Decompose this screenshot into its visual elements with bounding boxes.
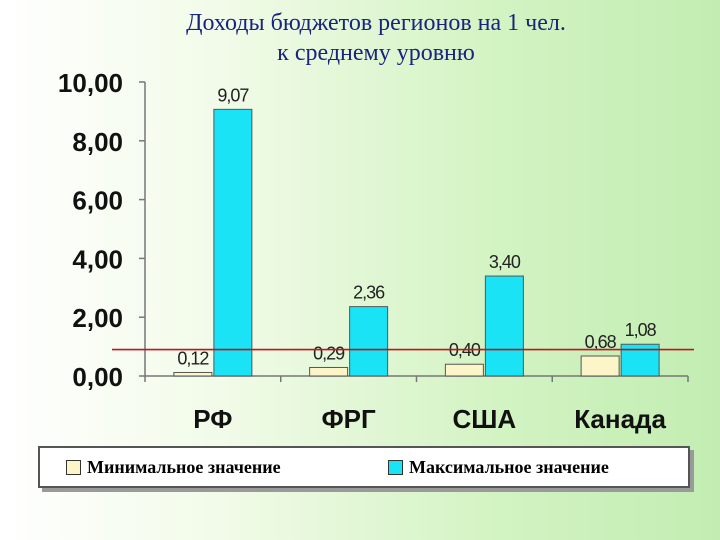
bar-min: [444, 363, 484, 377]
y-tick-label: 2,00: [72, 303, 123, 333]
legend-item-max: Максимальное значение: [388, 457, 609, 478]
x-category-label: США: [453, 404, 517, 434]
data-label: 2,36: [353, 283, 385, 303]
data-label: 1,08: [625, 320, 657, 340]
y-tick-label: 10,00: [58, 68, 123, 98]
legend-label-max: Максимальное значение: [409, 457, 609, 477]
data-label: 0,29: [313, 343, 345, 363]
chart-title: Доходы бюджетов регионов на 1 чел. к сре…: [0, 8, 720, 68]
bar-min: [173, 371, 213, 377]
y-tick-label: 6,00: [72, 186, 123, 216]
bar-min: [580, 355, 620, 377]
bar-max: [349, 306, 389, 377]
legend: Минимальное значение Максимальное значен…: [38, 446, 690, 488]
title-line-1: Доходы бюджетов регионов на 1 чел.: [186, 10, 566, 36]
data-label: 0,68: [585, 332, 617, 352]
x-category-label: Канада: [574, 404, 666, 434]
legend-swatch-min: [66, 460, 81, 475]
legend-swatch-max: [388, 460, 403, 475]
bar-min: [309, 366, 349, 377]
legend-item-min: Минимальное значение: [66, 457, 281, 478]
x-category-label: РФ: [193, 404, 232, 434]
bar-max: [484, 275, 524, 377]
data-label: 0,12: [177, 348, 209, 368]
x-category-label: ФРГ: [321, 404, 376, 434]
y-tick-label: 0,00: [72, 362, 123, 392]
bar-max: [213, 108, 253, 377]
data-label: 9,07: [217, 85, 249, 105]
title-line-2: к среднему уровню: [277, 40, 475, 66]
y-tick-label: 4,00: [72, 244, 123, 274]
data-label: 3,40: [489, 252, 521, 272]
legend-label-min: Минимальное значение: [87, 457, 281, 477]
y-tick-label: 8,00: [72, 127, 123, 157]
